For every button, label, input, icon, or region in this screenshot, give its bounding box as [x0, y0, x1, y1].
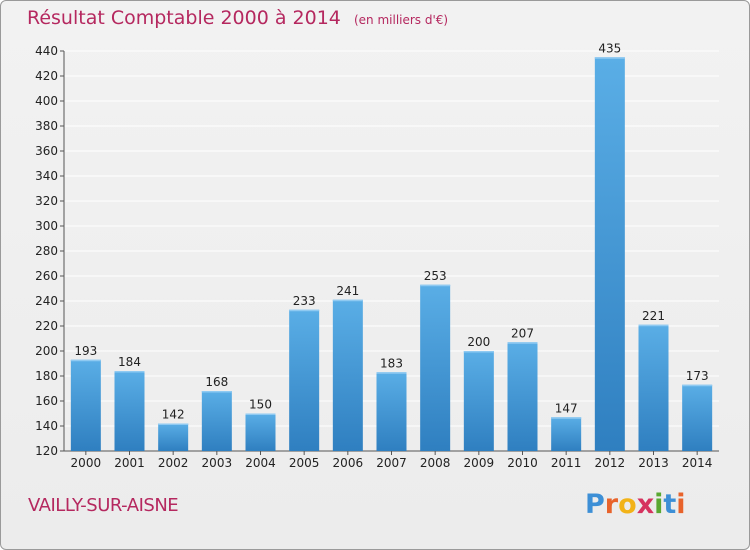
- data-label: 147: [555, 401, 578, 415]
- data-label: 173: [686, 369, 709, 383]
- bar: [245, 413, 276, 451]
- bar-highlight: [638, 324, 669, 327]
- bar-highlight: [507, 342, 538, 344]
- bar-highlight: [332, 299, 363, 302]
- logo-letter: P: [585, 489, 605, 520]
- bar-highlight: [376, 372, 407, 374]
- bar: [507, 342, 538, 451]
- y-tick-label: 240: [35, 294, 58, 308]
- y-tick-label: 220: [35, 319, 58, 333]
- data-label: 207: [511, 326, 534, 340]
- bar: [376, 372, 407, 451]
- bar: [682, 384, 713, 451]
- x-tick-label: 2014: [682, 456, 713, 470]
- x-tick-label: 2000: [71, 456, 102, 470]
- y-tick-label: 420: [35, 69, 58, 83]
- bar: [551, 417, 582, 451]
- logo-letter: r: [604, 489, 619, 520]
- bar-highlight: [245, 413, 276, 415]
- data-label: 193: [74, 344, 97, 358]
- bar: [201, 391, 232, 451]
- y-tick-label: 160: [35, 394, 58, 408]
- x-tick-label: 2012: [595, 456, 626, 470]
- y-tick-label: 180: [35, 369, 58, 383]
- x-tick-label: 2010: [507, 456, 538, 470]
- bar: [638, 324, 669, 451]
- bar-highlight: [201, 391, 232, 393]
- bar: [114, 371, 145, 451]
- bar: [420, 284, 451, 451]
- bar: [332, 299, 363, 451]
- bar-highlight: [682, 384, 713, 387]
- logo-letter: x: [636, 489, 655, 520]
- x-tick-label: 2006: [333, 456, 364, 470]
- x-tick-label: 2008: [420, 456, 451, 470]
- data-label: 233: [293, 294, 316, 308]
- data-label: 221: [642, 309, 665, 323]
- data-label: 241: [336, 284, 359, 298]
- y-tick-label: 140: [35, 419, 58, 433]
- x-tick-label: 2002: [158, 456, 189, 470]
- bar: [463, 351, 494, 451]
- y-tick-label: 360: [35, 144, 58, 158]
- chart-title-row: Résultat Comptable 2000 à 2014 (en milli…: [27, 7, 448, 29]
- y-tick-label: 300: [35, 219, 58, 233]
- x-tick-label: 2013: [638, 456, 669, 470]
- y-tick-label: 280: [35, 244, 58, 258]
- bar-highlight: [114, 371, 145, 373]
- x-tick-label: 2004: [245, 456, 276, 470]
- place-name: VAILLY-SUR-AISNE: [28, 495, 179, 516]
- proxiti-logo: Proxiti: [585, 489, 686, 520]
- bar: [289, 309, 320, 451]
- bar-highlight: [551, 417, 582, 419]
- bar-highlight: [594, 57, 625, 59]
- logo-letter: t: [663, 489, 677, 520]
- y-tick-label: 380: [35, 119, 58, 133]
- x-tick-label: 2009: [464, 456, 495, 470]
- bar-highlight: [289, 309, 320, 312]
- y-tick-label: 340: [35, 169, 58, 183]
- data-label: 200: [467, 335, 490, 349]
- bar: [594, 57, 625, 451]
- bar-highlight: [420, 284, 451, 287]
- y-tick-label: 120: [35, 444, 58, 458]
- data-label: 142: [162, 408, 185, 422]
- logo-letter: i: [676, 489, 686, 520]
- x-tick-label: 2007: [376, 456, 407, 470]
- data-label: 183: [380, 356, 403, 370]
- chart-unit: (en milliers d'€): [353, 13, 449, 27]
- y-tick-label: 260: [35, 269, 58, 283]
- x-tick-label: 2001: [114, 456, 145, 470]
- y-tick-label: 200: [35, 344, 58, 358]
- x-tick-label: 2003: [202, 456, 233, 470]
- bar: [70, 359, 101, 451]
- data-label: 184: [118, 355, 141, 369]
- bar-highlight: [158, 423, 189, 425]
- data-label: 168: [205, 375, 228, 389]
- chart-title: Résultat Comptable 2000 à 2014: [27, 7, 341, 29]
- y-tick-label: 320: [35, 194, 58, 208]
- x-tick-label: 2011: [551, 456, 582, 470]
- bar: [158, 423, 189, 451]
- data-label: 253: [424, 269, 447, 283]
- bar-highlight: [463, 351, 494, 353]
- y-tick-label: 440: [35, 44, 58, 58]
- data-label: 435: [598, 41, 621, 55]
- logo-letter: i: [654, 489, 664, 520]
- y-tick-label: 400: [35, 94, 58, 108]
- x-tick-label: 2005: [289, 456, 320, 470]
- logo-letter: o: [618, 489, 637, 520]
- data-label: 150: [249, 398, 272, 412]
- bar-highlight: [70, 359, 101, 362]
